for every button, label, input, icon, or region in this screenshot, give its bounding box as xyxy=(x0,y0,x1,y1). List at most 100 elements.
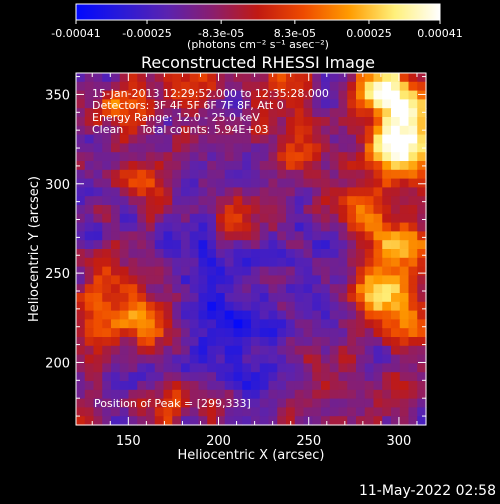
heatmap-cell xyxy=(93,213,103,224)
heatmap-cell xyxy=(338,372,348,382)
heatmap-cell xyxy=(111,354,121,364)
heatmap-cell xyxy=(119,398,130,408)
heatmap-cell xyxy=(268,407,278,417)
heatmap-cell xyxy=(189,319,200,329)
heatmap-cell xyxy=(119,301,130,312)
heatmap-cell xyxy=(399,134,410,144)
heatmap-cell xyxy=(154,345,165,356)
heatmap-cell xyxy=(251,99,261,109)
heatmap-cell xyxy=(181,205,191,215)
heatmap-cell xyxy=(93,389,103,400)
heatmap-cell xyxy=(84,398,95,408)
heatmap-cell xyxy=(329,372,340,382)
heatmap-cell xyxy=(242,266,252,276)
heatmap-cell xyxy=(137,222,147,232)
heatmap-cell xyxy=(259,319,270,329)
heatmap-cell xyxy=(137,345,147,356)
heatmap-cell xyxy=(321,284,331,294)
heatmap-cell xyxy=(364,169,375,180)
heatmap-cell xyxy=(233,354,243,364)
heatmap-cell xyxy=(382,275,392,285)
heatmap-cell xyxy=(93,266,103,276)
heatmap-cell xyxy=(417,389,427,400)
heatmap-cell xyxy=(329,389,340,400)
heatmap-cell xyxy=(84,354,95,364)
heatmap-cell xyxy=(338,284,348,294)
heatmap-cell xyxy=(76,152,86,162)
heatmap-cell xyxy=(268,152,278,162)
heatmap-cell xyxy=(163,143,173,153)
heatmap-cell xyxy=(303,187,313,197)
heatmap-cell xyxy=(347,152,357,162)
heatmap-cell xyxy=(128,205,138,215)
heatmap-cell xyxy=(93,345,103,356)
heatmap-cell xyxy=(364,187,375,197)
heatmap-cell xyxy=(172,266,182,276)
heatmap-cell xyxy=(294,117,305,127)
heatmap-cell xyxy=(102,125,112,136)
heatmap-cell xyxy=(268,257,278,268)
heatmap-cell xyxy=(294,99,305,109)
heatmap-cell xyxy=(268,354,278,364)
heatmap-cell xyxy=(294,240,305,250)
heatmap-cell xyxy=(408,178,418,188)
heatmap-cell xyxy=(154,187,165,197)
heatmap-cell xyxy=(347,372,357,382)
heatmap-cell xyxy=(251,293,261,303)
heatmap-cell xyxy=(364,345,375,356)
heatmap-cell xyxy=(207,152,217,162)
heatmap-cell xyxy=(128,117,138,127)
heatmap-cell xyxy=(207,99,217,109)
heatmap-cell xyxy=(399,416,410,426)
heatmap-cell xyxy=(146,117,156,127)
heatmap-cell xyxy=(312,249,322,259)
heatmap-cell xyxy=(137,416,147,426)
heatmap-cell xyxy=(294,389,305,400)
heatmap-cell xyxy=(408,266,418,276)
heatmap-cell xyxy=(356,328,366,338)
heatmap-cell xyxy=(181,161,191,171)
footer-date: 11-May-2022 02:58 xyxy=(359,483,496,499)
heatmap-cell xyxy=(338,249,348,259)
heatmap-cell xyxy=(198,187,208,197)
heatmap-cell xyxy=(224,90,235,100)
heatmap-cell xyxy=(364,381,375,391)
heatmap-cell xyxy=(294,196,305,206)
heatmap-cell xyxy=(277,372,287,382)
heatmap-cell xyxy=(128,372,138,382)
heatmap-cell xyxy=(373,266,383,276)
heatmap-cell xyxy=(391,381,401,391)
heatmap-cell xyxy=(329,73,340,83)
heatmap-cell xyxy=(321,134,331,144)
heatmap-cell xyxy=(382,249,392,259)
heatmap-cell xyxy=(189,134,200,144)
colorbar-tick-label: -8.3e-05 xyxy=(198,27,244,40)
heatmap-cell xyxy=(154,310,165,320)
heatmap-cell xyxy=(242,231,252,241)
heatmap-cell xyxy=(207,213,217,224)
heatmap-cell xyxy=(294,134,305,144)
heatmap-cell xyxy=(163,407,173,417)
heatmap-cell xyxy=(312,125,322,136)
heatmap-cell xyxy=(347,117,357,127)
heatmap-cell xyxy=(198,301,208,312)
colorbar xyxy=(75,3,441,21)
heatmap-cell xyxy=(224,169,235,180)
heatmap-cell xyxy=(329,81,340,92)
heatmap-cell xyxy=(111,372,121,382)
heatmap-cell xyxy=(356,345,366,356)
heatmap-cell xyxy=(329,125,340,136)
heatmap-cell xyxy=(216,161,226,171)
heatmap-cell xyxy=(233,81,243,92)
heatmap-cell xyxy=(137,398,147,408)
heatmap-cell xyxy=(382,231,392,241)
heatmap-cell xyxy=(408,328,418,338)
heatmap-cell xyxy=(286,381,296,391)
heatmap-cell xyxy=(277,169,287,180)
heatmap-cell xyxy=(391,301,401,312)
heatmap-cell xyxy=(128,389,138,400)
heatmap-cell xyxy=(111,73,121,83)
heatmap-cell xyxy=(154,337,165,347)
heatmap-cell xyxy=(93,125,103,136)
heatmap-cell xyxy=(181,266,191,276)
